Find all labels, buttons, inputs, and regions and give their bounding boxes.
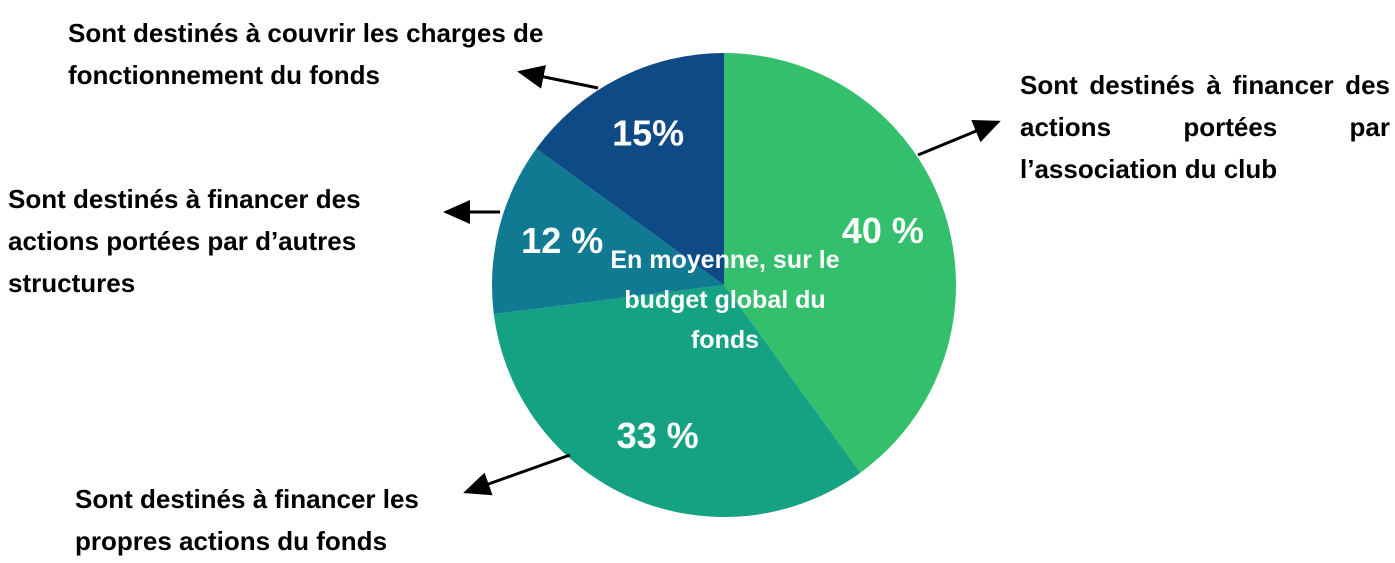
category-label: Sont destinés à financer les propres act… [75, 484, 419, 556]
pie-slice [492, 148, 724, 315]
slice-label: 15% [612, 113, 684, 154]
slice-label: 33 % [617, 415, 699, 456]
category-label: Sont destinés à financer des actions por… [1020, 70, 1390, 184]
slice-label: 12 % [521, 220, 603, 261]
leader-arrow [517, 65, 599, 90]
leader-arrow [463, 453, 571, 496]
pie-slice [724, 53, 957, 473]
category-label: Sont destinés à financer des actions por… [8, 184, 361, 298]
pie-slice [493, 285, 861, 517]
pie-slice [536, 53, 724, 285]
category-label: Sont destinés à couvrir les charges de f… [68, 18, 544, 90]
slice-label: 40 % [842, 210, 924, 251]
center-annotation: En moyenne, sur le budget global du fond… [610, 246, 840, 354]
leader-arrow [917, 120, 1001, 157]
